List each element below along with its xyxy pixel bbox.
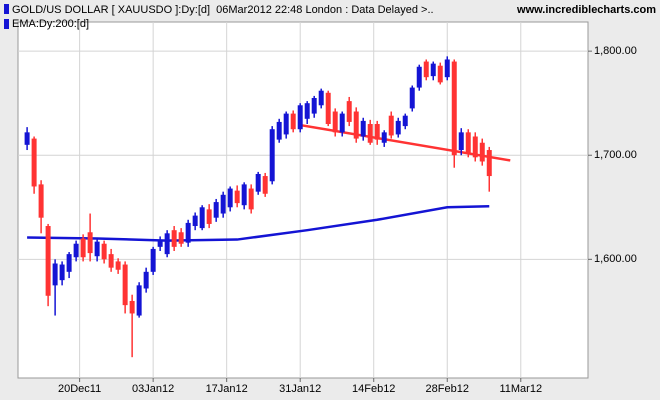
candle-body (332, 111, 338, 133)
candle-body (122, 264, 128, 306)
legend-icon (4, 19, 9, 29)
candle-body (269, 129, 275, 182)
y-tick-label: 1,700.00 (594, 149, 637, 161)
candle-body (185, 222, 191, 243)
candle-body (87, 232, 93, 254)
x-tick-label: 14Feb12 (352, 383, 395, 395)
candle-body (325, 92, 331, 125)
candle-body (52, 263, 58, 286)
candle-body (290, 113, 296, 130)
candle-body (486, 150, 492, 177)
x-tick-label: 17Jan12 (206, 383, 248, 395)
candle-body (206, 209, 212, 224)
candle-body (311, 97, 317, 114)
candle-body (234, 190, 240, 204)
candle-body (388, 115, 394, 136)
x-tick-label: 03Jan12 (132, 383, 174, 395)
candle-body (465, 132, 471, 154)
candle-body (59, 264, 65, 281)
candle-body (38, 184, 44, 218)
candle-body (73, 243, 79, 258)
candle-body (31, 138, 37, 187)
candle-body (66, 254, 72, 272)
candle-body (479, 142, 485, 162)
candle-body (248, 188, 254, 210)
candle-body (367, 124, 373, 143)
candle-body (353, 111, 359, 139)
chart-title: GOLD/US DOLLAR [ XAUUSDO ]:Dy:[d] 06Mar2… (12, 4, 434, 16)
candle-body (164, 233, 170, 255)
candle-body (199, 207, 205, 229)
candle-body (437, 65, 443, 83)
x-tick-label: 28Feb12 (426, 383, 469, 395)
x-tick-label: 20Dec11 (58, 383, 101, 395)
candle-body (339, 113, 345, 133)
candle-body (409, 87, 415, 109)
x-tick-label: 31Jan12 (279, 383, 321, 395)
candle-body (458, 132, 464, 151)
candle-body (381, 132, 387, 143)
x-tick-label: 11Mar12 (499, 383, 542, 395)
candle-body (108, 254, 114, 268)
candle-body (472, 136, 478, 158)
source: www.incrediblecharts.com (516, 4, 656, 16)
candle-body (451, 61, 457, 156)
candle-body (283, 113, 289, 135)
ema-line (27, 204, 490, 242)
candle-body (227, 188, 233, 208)
candle-body (402, 115, 408, 127)
candle-body (423, 61, 429, 78)
candle-body (346, 101, 352, 122)
candle-body (276, 121, 282, 140)
legend-icon (4, 4, 9, 14)
candle-body (213, 202, 219, 218)
candle-body (318, 90, 324, 106)
plot-area (17, 21, 589, 379)
candle-body (136, 285, 142, 316)
candle-body (80, 238, 86, 258)
candle-body (255, 173, 261, 192)
candle-body (143, 271, 149, 289)
candle-body (115, 261, 121, 270)
candle-body (178, 232, 184, 244)
candle-body (150, 248, 156, 272)
candle-body (157, 239, 163, 247)
candle-body (262, 176, 268, 194)
candle-body (430, 63, 436, 77)
candle-body (171, 230, 177, 247)
y-tick-label: 1,800.00 (594, 45, 637, 57)
candle-body (24, 132, 30, 145)
candle-body (416, 66, 422, 88)
candle-body (129, 300, 135, 314)
candle-body (297, 105, 303, 130)
y-tick-label: 1,600.00 (594, 253, 637, 265)
candle-body (94, 241, 100, 257)
candle-body (444, 59, 450, 78)
candle-body (45, 226, 51, 296)
candle-body (220, 194, 226, 214)
candle-body (395, 120, 401, 135)
candle-body (304, 103, 310, 119)
candle-body (241, 184, 247, 206)
candle-body (192, 215, 198, 227)
candle-body (360, 120, 366, 137)
candle-body (374, 124, 380, 140)
candle-body (101, 243, 107, 260)
legend-label: EMA:Dy:200:[d] (12, 18, 89, 30)
